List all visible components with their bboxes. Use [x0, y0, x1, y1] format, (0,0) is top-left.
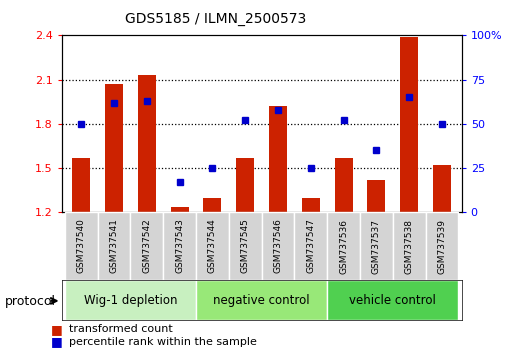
Text: percentile rank within the sample: percentile rank within the sample — [69, 337, 257, 347]
Bar — [105, 84, 123, 212]
Text: GSM737544: GSM737544 — [208, 219, 217, 273]
Bar — [72, 158, 90, 212]
Bar — [196, 280, 327, 320]
Bar — [229, 212, 262, 280]
Text: GSM737542: GSM737542 — [142, 219, 151, 273]
Bar — [269, 106, 287, 212]
Text: transformed count: transformed count — [69, 324, 173, 334]
Text: GSM737540: GSM737540 — [77, 218, 86, 274]
Bar — [433, 165, 451, 212]
Text: ■: ■ — [51, 323, 63, 336]
Bar — [65, 280, 196, 320]
Text: GSM737545: GSM737545 — [241, 218, 250, 274]
Bar — [171, 206, 189, 212]
Text: negative control: negative control — [213, 293, 310, 307]
Bar — [367, 180, 385, 212]
Bar — [196, 212, 229, 280]
Bar — [327, 280, 459, 320]
Bar — [138, 75, 156, 212]
Text: GSM737539: GSM737539 — [438, 218, 446, 274]
Text: ■: ■ — [51, 335, 63, 348]
Bar — [334, 158, 352, 212]
Text: vehicle control: vehicle control — [349, 293, 436, 307]
Text: GSM737536: GSM737536 — [339, 218, 348, 274]
Bar — [302, 198, 320, 212]
Text: GSM737537: GSM737537 — [372, 218, 381, 274]
Text: GSM737546: GSM737546 — [273, 218, 283, 274]
Text: GSM737547: GSM737547 — [306, 218, 315, 274]
Bar — [294, 212, 327, 280]
Text: GSM737538: GSM737538 — [405, 218, 413, 274]
Bar — [236, 158, 254, 212]
Bar — [327, 212, 360, 280]
Bar — [393, 212, 426, 280]
Text: GDS5185 / ILMN_2500573: GDS5185 / ILMN_2500573 — [125, 12, 306, 27]
Bar — [400, 37, 418, 212]
Bar — [262, 212, 294, 280]
Text: Wig-1 depletion: Wig-1 depletion — [84, 293, 177, 307]
Bar — [426, 212, 459, 280]
Bar — [163, 212, 196, 280]
Bar — [204, 198, 222, 212]
Bar — [65, 212, 97, 280]
Bar — [97, 212, 130, 280]
Text: protocol: protocol — [5, 295, 56, 308]
Text: GSM737541: GSM737541 — [110, 218, 119, 274]
Text: GSM737543: GSM737543 — [175, 218, 184, 274]
Bar — [360, 212, 393, 280]
Bar — [130, 212, 163, 280]
